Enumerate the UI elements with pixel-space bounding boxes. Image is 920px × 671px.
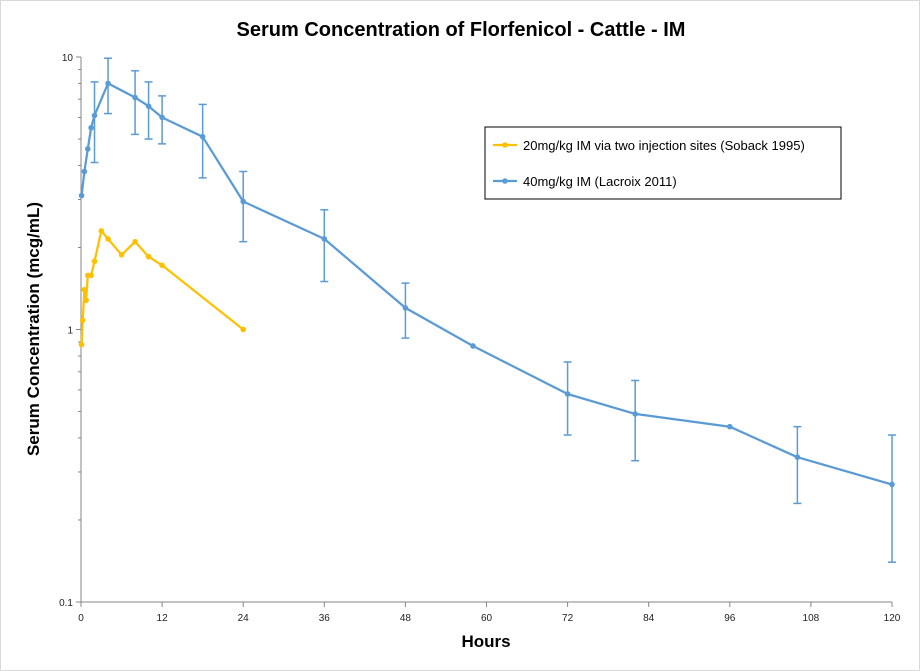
x-tick-label: 84 (643, 613, 655, 624)
data-point-series-2 (240, 198, 246, 205)
x-tick-label: 96 (724, 613, 736, 624)
data-point-series-1 (159, 262, 165, 269)
legend-box (484, 126, 842, 200)
y-tick-label: 10 (62, 53, 74, 64)
data-point-series-1 (240, 326, 246, 333)
data-point-series-1 (132, 238, 138, 245)
data-point-series-1 (91, 258, 98, 265)
data-point-series-2 (145, 103, 152, 109)
plot-area: 0 12 24 36 48 60 72 84 96 108 120 0.1 1 10 (59, 53, 901, 624)
data-point-series-1 (79, 317, 86, 324)
x-tick-label: 72 (562, 613, 574, 624)
x-tick-label: 60 (481, 613, 493, 624)
data-point-series-1 (78, 341, 85, 348)
data-point-series-2 (321, 236, 328, 242)
y-axis-title: Serum Concentration (mcg/mL) (24, 202, 43, 456)
data-point-series-2 (889, 481, 895, 488)
y-tick-label: 1 (67, 326, 73, 337)
data-point-series-1 (98, 228, 105, 234)
legend-label: 20mg/kg IM via two injection sites (Soba… (523, 138, 805, 153)
x-tick-label: 48 (400, 613, 412, 624)
series-line-1 (80, 229, 244, 345)
data-point-series-2 (794, 454, 801, 460)
data-point-series-1 (145, 253, 152, 260)
data-point-series-1 (83, 297, 89, 304)
data-point-series-2 (88, 124, 94, 131)
data-point-series-2 (132, 94, 138, 101)
data-point-series-1 (88, 272, 94, 279)
data-point-series-2 (91, 112, 98, 119)
data-point-series-2 (199, 133, 206, 140)
legend-swatch-marker (502, 142, 508, 148)
x-tick-label: 12 (157, 613, 169, 624)
legend-label: 40mg/kg IM (Lacroix 2011) (523, 174, 677, 189)
x-tick-label: 0 (78, 613, 84, 624)
data-point-series-2 (84, 146, 91, 152)
data-point-series-2 (470, 343, 476, 349)
data-point-series-2 (105, 80, 111, 87)
legend-swatch-marker (502, 178, 508, 184)
data-point-series-1 (118, 251, 125, 258)
x-tick-label: 120 (884, 613, 901, 624)
x-tick-label: 108 (803, 613, 820, 624)
data-point-series-2 (402, 305, 409, 311)
data-point-series-2 (564, 391, 571, 397)
x-axis-title: Hours (461, 632, 510, 651)
y-tick-label: 0.1 (59, 598, 73, 609)
data-point-series-2 (727, 423, 733, 430)
data-point-series-1 (81, 286, 88, 293)
data-point-series-2 (78, 192, 85, 199)
legend: 20mg/kg IM via two injection sites (Soba… (484, 126, 842, 200)
data-point-series-2 (632, 411, 638, 417)
chart-title: Serum Concentration of Florfenicol - Cat… (237, 19, 686, 41)
data-point-series-1 (105, 236, 111, 242)
data-point-series-2 (81, 168, 88, 175)
x-tick-label: 24 (238, 613, 250, 624)
x-tick-label: 36 (319, 613, 331, 624)
data-point-series-2 (159, 114, 165, 121)
